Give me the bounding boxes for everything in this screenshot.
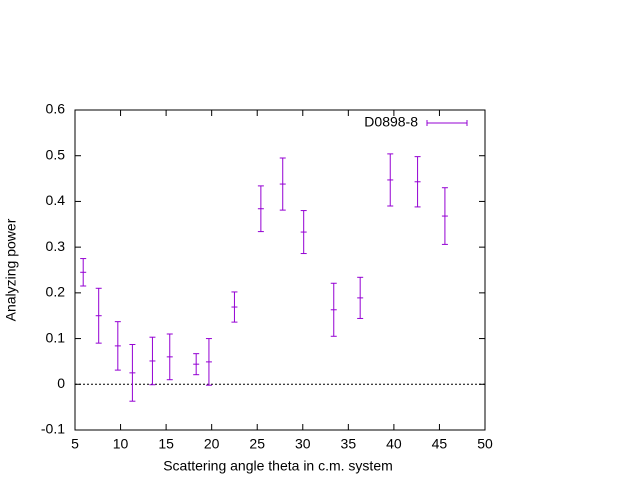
error-bar <box>387 153 394 207</box>
error-bar <box>330 282 337 337</box>
y-tick-label: 0.4 <box>46 192 66 208</box>
error-bar <box>231 291 238 323</box>
legend-label: D0898-8 <box>364 114 418 130</box>
error-bar <box>129 344 136 402</box>
error-bar <box>257 185 264 233</box>
x-axis-label: Scattering angle theta in c.m. system <box>163 458 393 474</box>
x-tick-label: 35 <box>341 436 357 452</box>
x-tick-label: 40 <box>386 436 402 452</box>
error-bar <box>95 287 102 344</box>
plot-frame <box>74 109 486 431</box>
error-bar <box>193 353 200 376</box>
error-bar <box>414 156 421 208</box>
error-bar <box>80 258 87 287</box>
x-tick-label: 45 <box>432 436 448 452</box>
x-tick-label: 10 <box>113 436 129 452</box>
x-tick-label: 20 <box>204 436 220 452</box>
y-tick-label: 0.6 <box>46 101 66 117</box>
error-bar <box>114 321 121 371</box>
y-tick-label: 0.5 <box>46 146 66 162</box>
y-tick-label: 0.3 <box>46 238 66 254</box>
y-tick-label: 0.2 <box>46 284 66 300</box>
error-bar <box>205 338 212 386</box>
x-tick-label: 50 <box>477 436 493 452</box>
error-bar <box>300 210 307 255</box>
y-tick-label: 0 <box>57 375 65 391</box>
x-tick-label: 30 <box>295 436 311 452</box>
y-tick-label: 0.1 <box>46 329 66 345</box>
error-bar <box>279 157 286 211</box>
x-tick-label: 25 <box>249 436 265 452</box>
error-bar <box>149 336 156 386</box>
x-tick-label: 15 <box>158 436 174 452</box>
error-bar <box>441 187 448 245</box>
error-bar <box>166 333 173 381</box>
y-axis-label: Analyzing power <box>3 218 19 321</box>
x-tick-label: 5 <box>71 436 79 452</box>
error-bar <box>357 276 364 319</box>
y-tick-label: -0.1 <box>41 421 65 437</box>
